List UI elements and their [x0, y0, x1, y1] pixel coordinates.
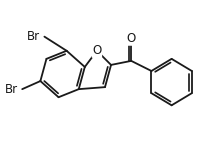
- Text: Br: Br: [27, 30, 40, 43]
- Text: Br: Br: [5, 83, 18, 96]
- Text: O: O: [92, 44, 102, 57]
- Text: O: O: [127, 32, 136, 45]
